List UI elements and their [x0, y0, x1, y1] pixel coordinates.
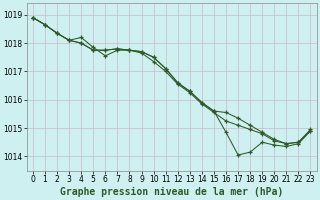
- X-axis label: Graphe pression niveau de la mer (hPa): Graphe pression niveau de la mer (hPa): [60, 186, 283, 197]
